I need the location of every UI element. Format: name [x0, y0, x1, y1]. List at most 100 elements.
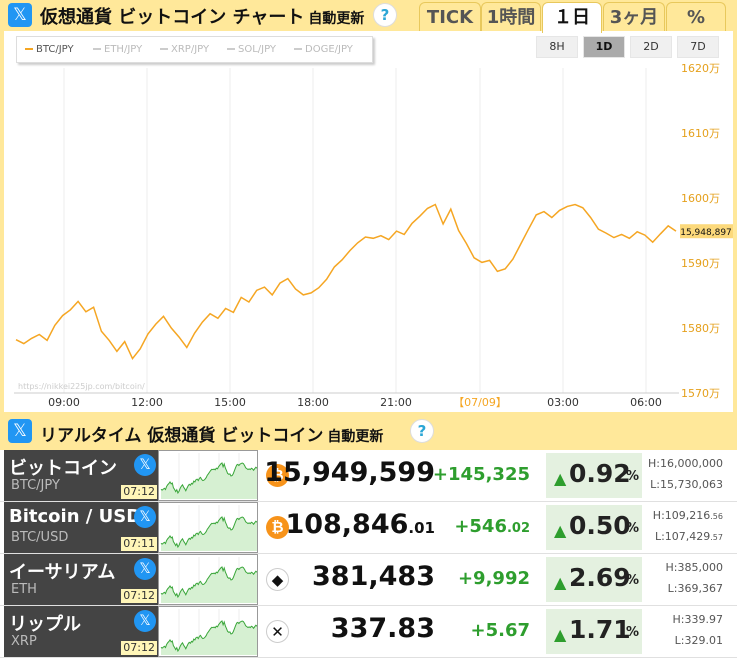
price-decimal: .01 [408, 519, 435, 537]
sparkline-line [160, 566, 257, 599]
day-low: L:329.01 [675, 634, 723, 647]
chart-legend: BTC/JPY ETH/JPY XRP/JPY SOL/JPY DOGE/JPY [16, 36, 373, 63]
realtime-section-header: 𝕏 リアルタイム 仮想通貨 ビットコイン 自動更新 ? [0, 412, 737, 450]
ticker-name-cell[interactable]: イーサリアム ETH 𝕏 07:12 [4, 554, 158, 605]
range-1d-button[interactable]: 1D [583, 36, 625, 58]
section-title: リアルタイム 仮想通貨 ビットコイン 自動更新 [40, 421, 383, 446]
percent-change-box: ▲ 0.50% [546, 505, 642, 550]
day-high: H:339.97 [673, 613, 723, 626]
percent-change-box: ▲ 2.69% [546, 557, 642, 602]
sparkline-line [160, 516, 257, 549]
day-high-integer: H:385,000 [665, 561, 723, 574]
percent-value: 0.50 [569, 511, 631, 540]
ticker-name-cell[interactable]: Bitcoin / USD BTC/USD 𝕏 07:11 [4, 502, 158, 553]
ticker-time: 07:12 [121, 589, 157, 603]
tab-percent[interactable]: % [666, 2, 726, 31]
ticker-symbol: ETH [11, 582, 37, 597]
day-high-integer: H:16,000,000 [648, 457, 723, 470]
day-high: H:16,000,000 [648, 457, 723, 470]
ticker-name: ビットコイン [9, 458, 117, 479]
range-2d-button[interactable]: 2D [630, 36, 672, 58]
sparkline-chart[interactable] [158, 554, 258, 605]
x-tick-label: 【07/09】 [453, 396, 507, 409]
ticker-time: 07:12 [121, 641, 157, 655]
percent-value: 2.69 [569, 563, 631, 592]
ticker-row[interactable]: イーサリアム ETH 𝕏 07:12 ◆ 381,483 +9,992 ▲ 2.69% H:385… [0, 554, 737, 606]
ticker-row[interactable]: ビットコイン BTC/JPY 𝕏 07:12 ₿ 15,949,599 +145,325 ▲ 0… [0, 450, 737, 502]
change-integer: +9,992 [457, 568, 530, 589]
day-low: L:369,367 [668, 582, 723, 595]
ticker-symbol: BTC/JPY [11, 478, 60, 493]
ticker-change: +546.02 [454, 516, 530, 537]
current-price-label: 15,948,897 [680, 228, 732, 238]
x-share-icon[interactable]: 𝕏 [134, 506, 156, 528]
x-share-icon[interactable]: 𝕏 [134, 454, 156, 476]
sparkline-chart[interactable] [158, 450, 258, 501]
ticker-name-cell[interactable]: ビットコイン BTC/JPY 𝕏 07:12 [4, 450, 158, 501]
sparkline-area [161, 517, 257, 551]
y-tick-label: 1570万 [681, 387, 720, 400]
legend-label: ETH/JPY [104, 44, 143, 55]
current-price-tag [680, 224, 733, 239]
ticker-change: +9,992 [458, 568, 530, 589]
ticker-row[interactable]: Bitcoin / USD BTC/USD 𝕏 07:11 ₿ 108,846.01 +54… [0, 502, 737, 554]
up-arrow-icon: ▲ [554, 573, 567, 592]
legend-xrp-jpy[interactable]: XRP/JPY [160, 44, 209, 55]
sparkline-area [161, 567, 257, 603]
day-high-integer: H:109,216 [652, 509, 711, 522]
x-share-icon[interactable]: 𝕏 [134, 558, 156, 580]
legend-label: XRP/JPY [171, 44, 210, 55]
help-icon[interactable]: ? [373, 3, 397, 27]
bitcoin-icon: ₿ [266, 516, 289, 539]
sparkline-area [161, 621, 257, 655]
legend-swatch [160, 48, 168, 50]
range-8h-button[interactable]: 8H [536, 36, 578, 58]
ticker-change: +5.67 [471, 620, 531, 641]
percent-unit: % [626, 521, 640, 536]
y-tick-label: 1620万 [681, 62, 720, 75]
page-title-text: 仮想通貨 ビットコイン チャート [40, 7, 305, 28]
ticker-name-cell[interactable]: リップル XRP 𝕏 07:12 [4, 606, 158, 657]
ticker-row[interactable]: リップル XRP 𝕏 07:12 ✕ 337.83 +5.67 ▲ 1.71% H:339.97 L… [0, 606, 737, 658]
y-tick-label: 1600万 [681, 192, 720, 205]
page-title: 仮想通貨 ビットコイン チャート 自動更新 [40, 3, 364, 29]
sparkline-line [160, 462, 257, 495]
ticker-price: 381,483 [312, 561, 435, 592]
y-tick-label: 1610万 [681, 127, 720, 140]
x-share-icon[interactable]: 𝕏 [8, 419, 32, 443]
tab-tick[interactable]: TICK [419, 2, 481, 31]
day-high: H:109,216.56 [653, 509, 723, 522]
x-share-icon[interactable]: 𝕏 [8, 3, 32, 27]
legend-sol-jpy[interactable]: SOL/JPY [227, 44, 276, 55]
legend-btc-jpy[interactable]: BTC/JPY [25, 44, 74, 55]
ticker-name: Bitcoin / USD [9, 506, 142, 527]
day-high-decimal: .56 [710, 512, 723, 521]
price-integer: 337.83 [330, 613, 435, 644]
help-icon[interactable]: ? [410, 419, 434, 443]
sparkline-chart[interactable] [158, 502, 258, 553]
price-integer: 108,846 [285, 509, 409, 540]
day-low-integer: L:369,367 [667, 582, 723, 595]
change-integer: +5.67 [470, 620, 531, 641]
x-tick-label: 03:00 [547, 396, 579, 409]
legend-label: BTC/JPY [36, 44, 74, 55]
percent-change-box: ▲ 1.71% [546, 609, 642, 654]
sparkline-line [160, 620, 257, 653]
sparkline-area [161, 463, 257, 499]
tab-3months[interactable]: 3ヶ月 [603, 2, 665, 31]
up-arrow-icon: ▲ [554, 625, 567, 644]
legend-eth-jpy[interactable]: ETH/JPY [93, 44, 142, 55]
tab-1day[interactable]: １日 [542, 2, 602, 33]
ticker-time: 07:11 [121, 537, 157, 551]
bitcoin-icon: ₿ [266, 464, 289, 487]
sparkline-chart[interactable] [158, 606, 258, 657]
day-low-integer: L:15,730,063 [650, 478, 723, 491]
x-tick-label: 06:00 [630, 396, 662, 409]
ticker-symbol: BTC/USD [11, 530, 69, 545]
change-integer: +546 [454, 516, 507, 537]
tab-1hour[interactable]: 1時間 [481, 2, 541, 31]
legend-doge-jpy[interactable]: DOGE/JPY [294, 44, 353, 55]
x-share-icon[interactable]: 𝕏 [134, 610, 156, 632]
range-7d-button[interactable]: 7D [677, 36, 719, 58]
y-tick-label: 1590万 [681, 257, 720, 270]
